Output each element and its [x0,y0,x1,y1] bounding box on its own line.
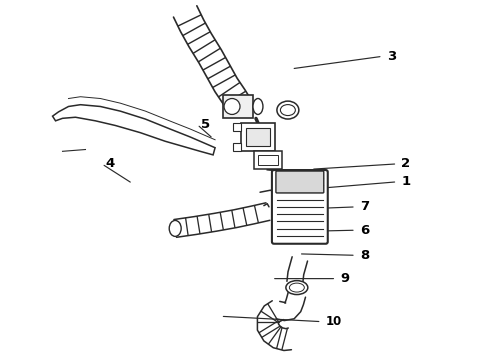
Bar [258,155,278,165]
Text: 7: 7 [360,201,369,213]
Polygon shape [52,105,215,155]
Ellipse shape [290,283,304,292]
Circle shape [224,99,240,114]
Bar [246,128,270,146]
Text: 8: 8 [360,249,369,262]
Text: 2: 2 [401,157,411,170]
Text: 1: 1 [401,175,411,188]
Ellipse shape [280,105,295,116]
Bar [223,95,253,118]
Bar [254,151,282,169]
Ellipse shape [286,280,308,294]
Bar [241,123,275,151]
Ellipse shape [277,101,299,119]
Ellipse shape [253,99,263,114]
Text: 10: 10 [326,315,342,328]
Text: 3: 3 [387,50,396,63]
Bar [233,123,241,131]
Text: 5: 5 [201,118,210,131]
Text: 4: 4 [106,157,115,170]
Ellipse shape [169,220,181,237]
FancyBboxPatch shape [276,171,324,193]
FancyBboxPatch shape [272,170,328,244]
Text: 6: 6 [360,224,369,237]
Text: 9: 9 [340,272,349,285]
Bar [233,143,241,151]
